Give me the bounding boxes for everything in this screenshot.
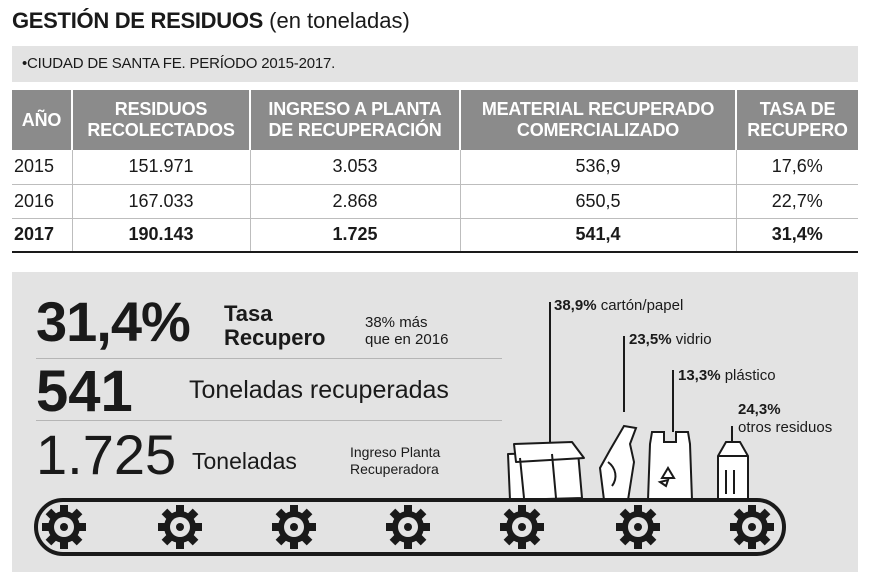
materials-figure: 38,9% cartón/papel 23,5% vidrio 13,3% plás… (34, 297, 832, 556)
table-cell-rate: 31,4% (736, 218, 858, 253)
table-row: 2016 167.033 2.868 650,5 22,7% (12, 184, 858, 219)
table-cell-recovered: 541,4 (460, 218, 737, 253)
table-row: 2015 151.971 3.053 536,9 17,6% (12, 150, 858, 185)
gear-icon (158, 505, 202, 549)
material-label: 38,9% cartón/papel (554, 297, 683, 314)
table-cell-plant-intake: 2.868 (250, 184, 461, 219)
subtitle-bar: •CIUDAD DE SANTA FE. PERÍODO 2015-2017. (12, 46, 858, 82)
rate-label: Tasa Recupero (224, 301, 326, 350)
material-value: 38,9% (554, 297, 597, 314)
table-row: 2017 190.143 1.725 541,4 31,4% (12, 218, 858, 253)
column-header-plant-intake: INGRESO A PLANTA DE RECUPERACIÓN (250, 90, 461, 150)
gear-icon (730, 505, 774, 549)
material-label: 13,3% plástico (678, 367, 776, 384)
table-cell-year: 2015 (12, 150, 73, 185)
infographic-panel: 31,4% Tasa Recupero 38% más que en 2016 … (12, 272, 858, 572)
table-cell-rate: 22,7% (736, 184, 858, 219)
table-cell-recovered: 536,9 (460, 150, 737, 185)
subtitle: •CIUDAD DE SANTA FE. PERÍODO 2015-2017. (22, 55, 336, 72)
material-label: 24,3% otros residuos (738, 401, 832, 436)
gear-icon (500, 505, 544, 549)
gear-icons (42, 505, 774, 549)
conveyor-belt (34, 498, 786, 556)
table-cell-collected: 167.033 (72, 184, 251, 219)
divider (36, 420, 502, 421)
divider (36, 358, 502, 359)
table-cell-year: 2017 (12, 218, 73, 253)
leader-lines (549, 302, 733, 444)
table-cell-year: 2016 (12, 184, 73, 219)
title-unit: (en toneladas) (269, 8, 410, 33)
recovered-value: 541 (36, 359, 133, 424)
cardboard-box-icon (507, 441, 585, 501)
rate-note: 38% más que en 2016 (365, 314, 449, 348)
material-value: 13,3% (678, 367, 721, 384)
title-main: GESTIÓN DE RESIDUOS (12, 8, 264, 33)
column-header-recovery-rate: TASA DE RECUPERO (736, 90, 858, 150)
plant-label: Toneladas (192, 448, 297, 474)
table-header-row: AÑO RESIDUOS RECOLECTADOS INGRESO A PLAN… (12, 90, 858, 150)
table-cell-collected: 151.971 (72, 150, 251, 185)
material-value: 24,3% (738, 401, 781, 418)
recovered-label: Toneladas recuperadas (189, 376, 449, 404)
milk-carton-icon (717, 441, 749, 501)
table-cell-recovered: 650,5 (460, 184, 737, 219)
rate-value: 31,4% (36, 290, 191, 353)
gear-icon (616, 505, 660, 549)
column-header-collected: RESIDUOS RECOLECTADOS (72, 90, 251, 150)
waste-table: AÑO RESIDUOS RECOLECTADOS INGRESO A PLAN… (12, 90, 858, 253)
glass-bottle-icon (598, 424, 638, 501)
table-cell-collected: 190.143 (72, 218, 251, 253)
plant-value: 1.725 (36, 423, 177, 486)
plant-note: Ingreso Planta Recuperadora (350, 444, 441, 477)
material-value: 23,5% (629, 331, 672, 348)
material-labels: 38,9% cartón/papel 23,5% vidrio 13,3% plás… (554, 297, 832, 436)
table-cell-plant-intake: 3.053 (250, 150, 461, 185)
gear-icon (272, 505, 316, 549)
material-label: 23,5% vidrio (629, 331, 712, 348)
gear-icon (42, 505, 86, 549)
table-cell-plant-intake: 1.725 (250, 218, 461, 253)
table-cell-rate: 17,6% (736, 150, 858, 185)
column-header-recovered-material: MEATERIAL RECUPERADO COMERCIALIZADO (460, 90, 737, 150)
gear-icon (386, 505, 430, 549)
plastic-bag-icon (646, 431, 694, 501)
page-title: GESTIÓN DE RESIDUOS (en toneladas) (12, 8, 410, 34)
column-header-year: AÑO (12, 90, 73, 150)
